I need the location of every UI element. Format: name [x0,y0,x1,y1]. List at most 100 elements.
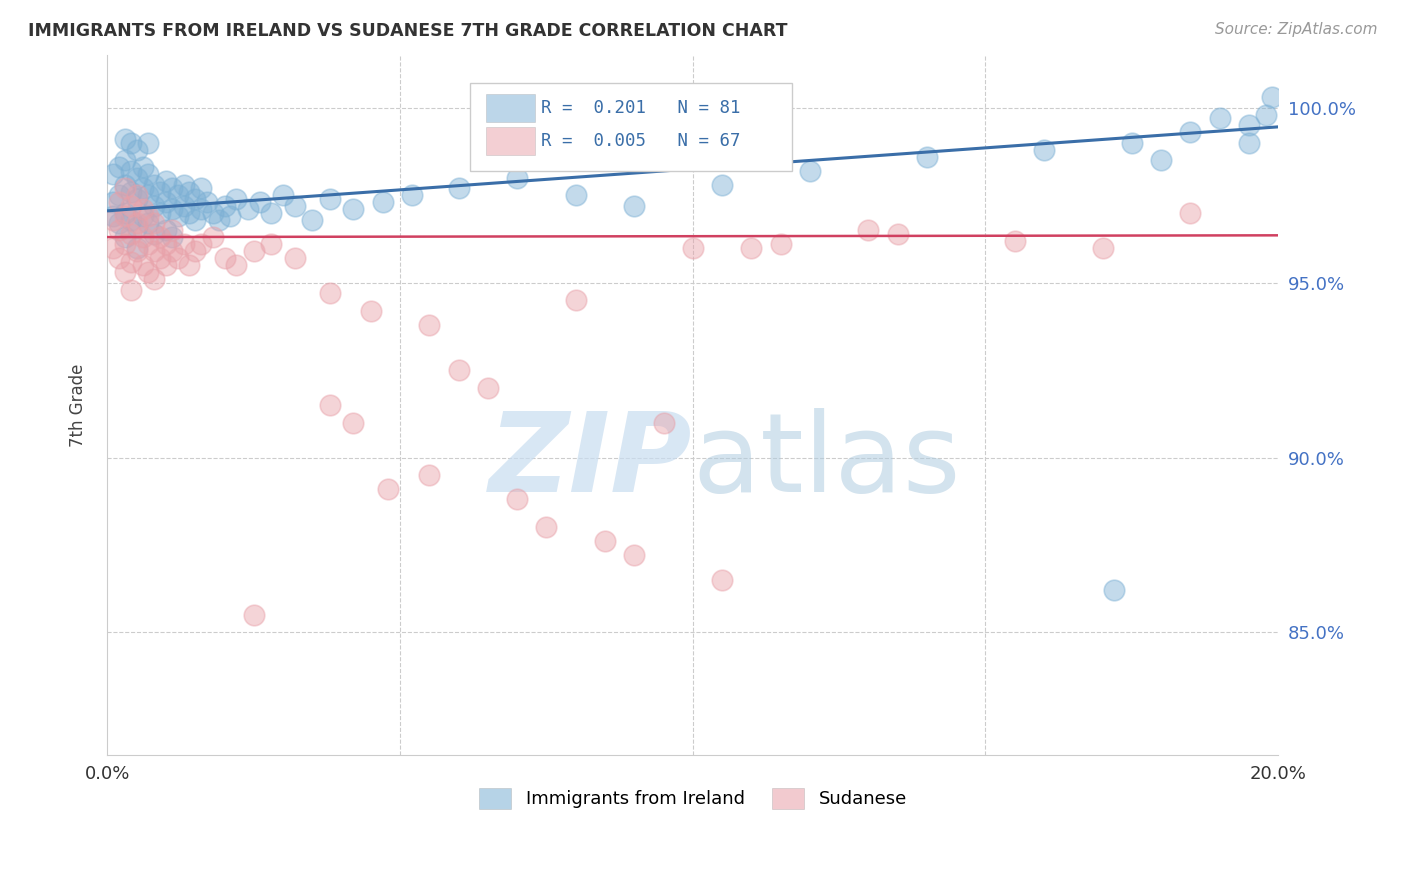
Point [114,178,136,192]
Point [143,227,166,241]
Point [131,160,153,174]
Point [1121,136,1143,150]
Point [143,198,166,212]
Point [208,212,231,227]
Point [179,258,201,272]
Point [108,216,131,230]
Point [260,237,283,252]
Point [155,195,177,210]
Point [319,286,342,301]
Point [342,416,364,430]
Point [179,185,201,199]
Point [1256,107,1278,121]
Point [114,237,136,252]
Text: 7th Grade: 7th Grade [69,363,87,447]
Point [114,181,136,195]
Point [149,251,172,265]
Point [108,188,131,202]
Point [184,244,207,258]
Point [249,195,271,210]
Point [225,192,247,206]
Point [166,188,188,202]
Point [214,198,236,212]
Point [1033,143,1056,157]
Point [166,251,188,265]
Point [143,244,166,258]
Text: R =  0.005   N = 67: R = 0.005 N = 67 [541,132,740,150]
Point [284,198,307,212]
Point [173,198,195,212]
Point [155,174,177,188]
FancyBboxPatch shape [485,127,534,154]
Point [915,150,938,164]
Point [284,251,307,265]
Point [138,209,160,223]
Point [131,209,153,223]
Point [536,520,558,534]
Point [125,170,148,185]
Point [114,205,136,219]
Point [711,573,734,587]
Point [103,167,125,181]
Point [623,198,645,212]
Point [120,185,142,199]
Point [1237,136,1260,150]
Point [799,163,821,178]
Point [319,192,342,206]
Point [131,181,153,195]
Point [108,160,131,174]
Point [108,223,131,237]
Point [418,468,440,483]
Point [143,178,166,192]
Point [160,230,183,244]
Point [214,251,236,265]
Text: R =  0.201   N = 81: R = 0.201 N = 81 [541,99,740,117]
Text: atlas: atlas [693,408,962,515]
Point [201,205,224,219]
Point [125,244,148,258]
Point [623,549,645,563]
Point [711,178,734,192]
Point [149,205,172,219]
Point [120,163,142,178]
Point [173,237,195,252]
Text: ZIP: ZIP [489,408,693,515]
Point [114,230,136,244]
Point [120,198,142,212]
Point [114,209,136,223]
Point [120,283,142,297]
Point [125,216,148,230]
Point [506,170,529,185]
Point [108,251,131,265]
Point [858,223,880,237]
Point [740,241,762,255]
Point [564,188,586,202]
Point [319,398,342,412]
Point [447,181,470,195]
Point [138,237,160,252]
Point [371,195,394,210]
Point [103,241,125,255]
FancyBboxPatch shape [485,94,534,121]
Point [477,380,499,394]
Point [506,492,529,507]
Point [260,205,283,219]
Point [1180,205,1202,219]
Point [138,136,160,150]
Point [114,132,136,146]
Point [166,209,188,223]
Point [125,241,148,255]
Point [155,258,177,272]
Point [564,293,586,307]
Point [143,272,166,286]
Point [160,244,183,258]
Point [131,258,153,272]
Point [114,265,136,279]
Point [108,195,131,210]
Point [301,212,323,227]
Point [195,195,218,210]
Point [401,188,423,202]
Point [160,223,183,237]
Point [418,318,440,332]
Point [138,188,160,202]
